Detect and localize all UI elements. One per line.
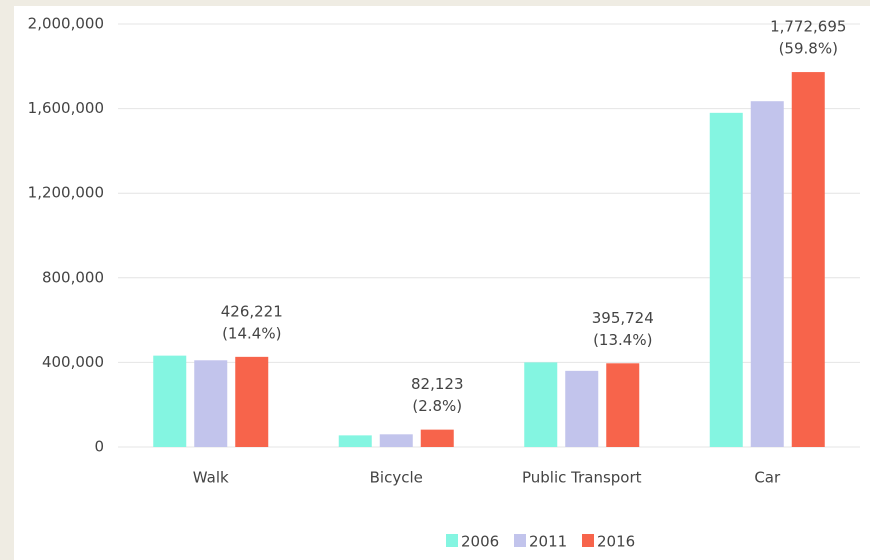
- data-label: 82,123: [411, 375, 464, 393]
- x-tick-label: Public Transport: [522, 469, 642, 487]
- bar: [338, 435, 372, 447]
- bar: [420, 429, 454, 447]
- legend-label: 2016: [597, 533, 635, 551]
- legend-swatch: [514, 534, 526, 547]
- bar: [524, 362, 558, 447]
- y-tick-label: 800,000: [42, 268, 104, 286]
- data-label: (14.4%): [222, 324, 281, 342]
- x-tick-label: Walk: [193, 469, 229, 487]
- y-tick-label: 1,200,000: [28, 184, 104, 202]
- legend-swatch: [582, 534, 594, 547]
- data-label: (59.8%): [779, 40, 838, 58]
- y-tick-label: 2,000,000: [28, 15, 104, 33]
- y-tick-label: 1,600,000: [28, 99, 104, 117]
- legend-label: 2011: [529, 533, 567, 551]
- data-label: (2.8%): [412, 397, 462, 415]
- y-tick-label: 400,000: [42, 353, 104, 371]
- x-tick-label: Car: [754, 469, 781, 487]
- legend-label: 2006: [461, 533, 499, 551]
- bar: [235, 356, 269, 447]
- x-tick-label: Bicycle: [370, 469, 423, 487]
- bar: [194, 360, 228, 447]
- legend-swatch: [446, 534, 458, 547]
- data-label: 426,221: [221, 302, 283, 320]
- bar: [153, 355, 187, 447]
- bar: [606, 363, 640, 447]
- bar: [709, 112, 743, 447]
- data-label: 395,724: [592, 309, 654, 327]
- y-tick-label: 0: [94, 438, 104, 456]
- bar: [565, 370, 599, 447]
- bar: [791, 72, 825, 447]
- bar: [379, 434, 413, 447]
- data-label: (13.4%): [593, 331, 652, 349]
- bar: [750, 101, 784, 447]
- data-label: 1,772,695: [770, 18, 846, 36]
